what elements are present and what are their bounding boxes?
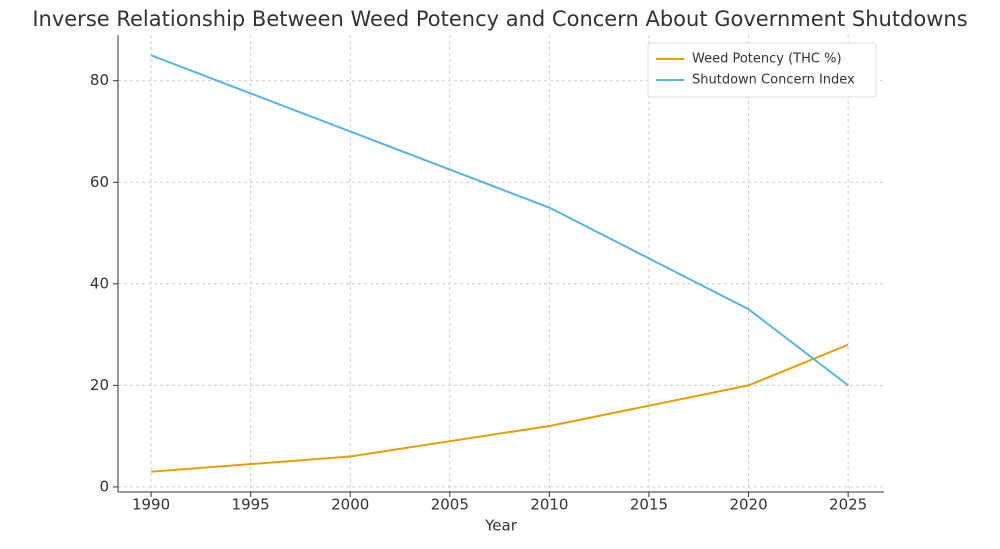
- x-tick-label: 2000: [331, 496, 369, 514]
- y-tick-label: 40: [90, 274, 109, 292]
- x-tick-label: 2005: [431, 496, 469, 514]
- x-axis-label: Year: [484, 517, 518, 535]
- x-tick-label: 2015: [630, 496, 668, 514]
- y-tick-label: 80: [90, 71, 109, 89]
- data-line: [150, 54, 849, 387]
- data-line: [150, 343, 849, 473]
- x-tick-label: 1995: [232, 496, 270, 514]
- legend: Weed Potency (THC %) Shutdown Concern Ind…: [647, 42, 877, 98]
- legend-label: Shutdown Concern Index: [692, 73, 855, 88]
- y-tick-label: 60: [90, 173, 109, 191]
- chart-title: Inverse Relationship Between Weed Potenc…: [32, 7, 967, 31]
- x-tick-label: 2025: [829, 496, 867, 514]
- x-tick-label: 2020: [729, 496, 767, 514]
- legend-box: [647, 42, 877, 98]
- x-tick-label: 2010: [530, 496, 568, 514]
- y-tick-label: 20: [90, 376, 109, 394]
- y-tick-label: 0: [99, 477, 109, 495]
- legend-label: Weed Potency (THC %): [692, 52, 842, 67]
- x-tick-label: 1990: [132, 496, 170, 514]
